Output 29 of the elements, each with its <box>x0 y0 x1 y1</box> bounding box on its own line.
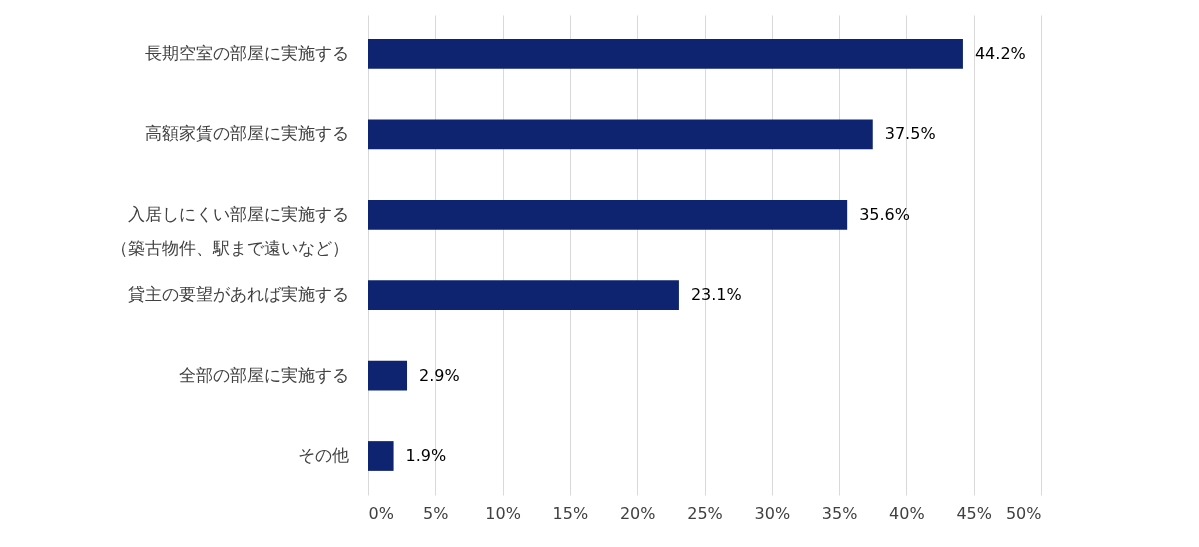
x-tick-label: 10% <box>485 503 521 523</box>
data-label: 35.6% <box>859 204 910 224</box>
x-tick-label: 35% <box>821 503 858 523</box>
bar <box>368 39 963 69</box>
bar <box>368 119 873 150</box>
y-tick-label: その他 <box>297 445 349 466</box>
data-label: 1.9% <box>405 446 447 466</box>
data-label: 23.1% <box>690 285 742 305</box>
data-label: 44.2% <box>974 43 1026 63</box>
y-tick-label: 高額家賃の部屋に実施する <box>144 123 349 144</box>
bar <box>368 441 394 471</box>
x-tick-label: 50% <box>1005 503 1042 523</box>
x-tick-label: 45% <box>956 503 992 523</box>
data-label: 37.5% <box>884 124 936 144</box>
x-tick-label: 30% <box>754 503 791 523</box>
y-tick-label: 長期空室の部屋に実施する <box>144 42 349 63</box>
x-tick-label: 20% <box>619 503 656 523</box>
x-tick-label: 40% <box>889 503 925 523</box>
y-tick-label: 貸主の要望があれば実施する <box>127 284 349 305</box>
y-tick-label: 入居しにくい部屋に実施する（築古物件、駅まで遠いなど） <box>110 203 349 258</box>
bar <box>368 280 679 311</box>
x-tick-label: 5% <box>423 503 449 523</box>
x-tick-label: 0% <box>368 503 394 523</box>
data-label: 2.9% <box>419 365 460 385</box>
bar <box>368 360 408 391</box>
x-tick-label: 15% <box>552 503 589 523</box>
bar <box>368 199 848 230</box>
x-tick-label: 25% <box>687 503 723 523</box>
y-tick-label: 全部の部屋に実施する <box>178 364 349 385</box>
